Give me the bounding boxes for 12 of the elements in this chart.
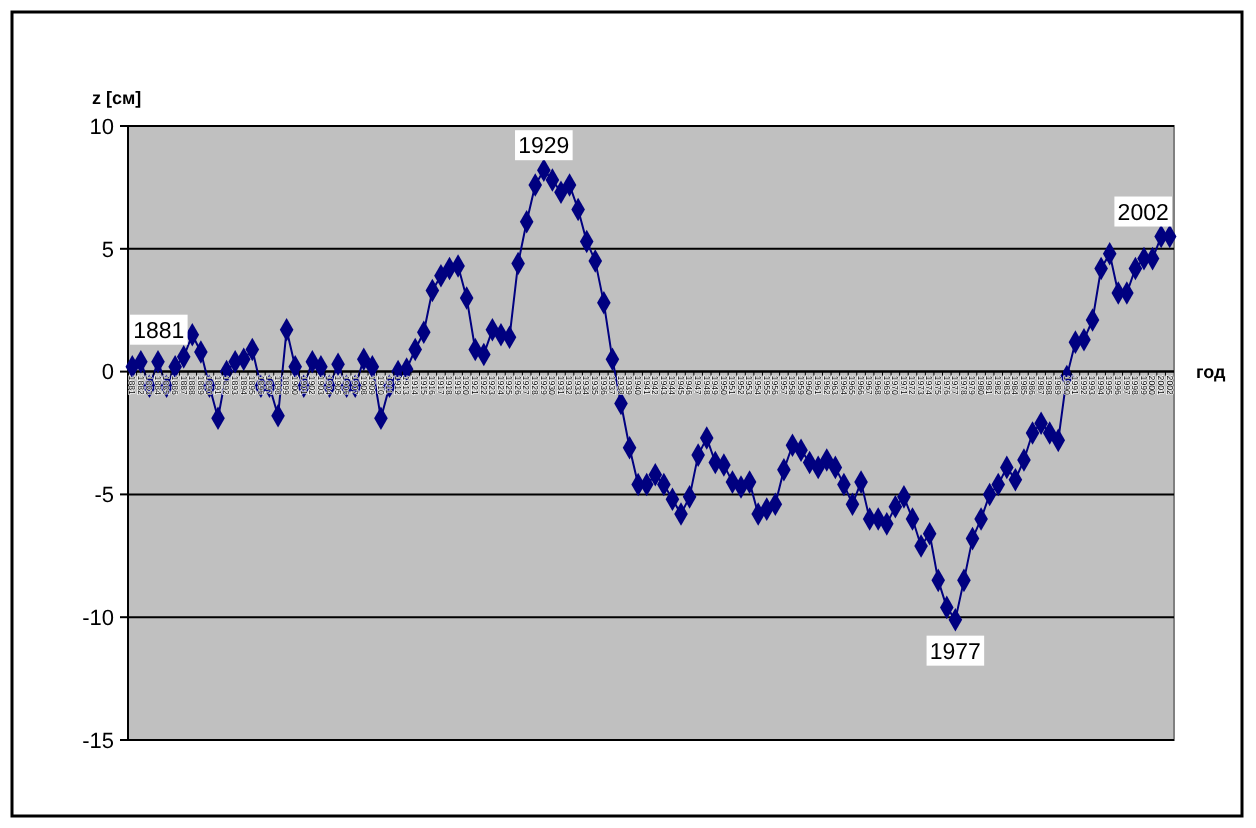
y-tick-label: -5 xyxy=(94,484,114,509)
annotation: 1977 xyxy=(929,640,981,665)
annotation: 1881 xyxy=(133,319,185,344)
y-tick-label: 5 xyxy=(101,238,114,263)
x-axis-title: год xyxy=(1196,361,1227,382)
y-tick-label: -15 xyxy=(82,729,114,754)
y-tick-label: 10 xyxy=(89,115,114,140)
annotation: 2002 xyxy=(1117,201,1169,226)
annotation: 1929 xyxy=(518,135,570,160)
y-tick-label: 0 xyxy=(101,361,114,386)
y-tick-label: -10 xyxy=(82,606,114,631)
y-axis-title: z [см] xyxy=(92,88,142,108)
